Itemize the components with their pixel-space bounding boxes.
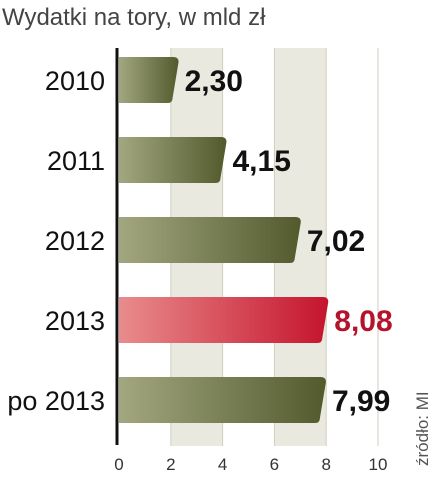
category-label: 2012 [45, 226, 105, 256]
x-tick-label: 4 [218, 455, 227, 474]
bar-po-2013 [119, 377, 326, 423]
bar-2012 [119, 217, 301, 263]
value-label: 7,02 [307, 225, 365, 258]
bars [119, 57, 329, 423]
x-tick-label: 8 [321, 455, 330, 474]
value-label: 8,08 [334, 305, 392, 338]
value-label: 7,99 [332, 385, 390, 418]
bar-2010 [119, 57, 179, 103]
value-label: 4,15 [232, 145, 290, 178]
source-note: źródło: MI [413, 391, 432, 466]
category-label: 2013 [45, 306, 105, 336]
category-label: 2010 [45, 66, 105, 96]
x-axis-ticks: 0 2 4 6 8 10 [114, 455, 387, 474]
value-labels: 2,30 4,15 7,02 8,08 7,99 [185, 65, 393, 418]
value-label: 2,30 [185, 65, 243, 98]
x-tick-label: 6 [270, 455, 279, 474]
x-tick-label: 0 [114, 455, 123, 474]
bar-2011 [119, 137, 227, 183]
x-tick-label: 2 [166, 455, 175, 474]
bar-2013 [119, 297, 329, 343]
category-label: po 2013 [7, 386, 105, 416]
chart-title: Wydatki na tory, w mld zł [2, 4, 266, 31]
category-labels: 2010 2011 2012 2013 po 2013 [7, 66, 105, 416]
category-label: 2011 [47, 146, 105, 176]
x-tick-label: 10 [369, 455, 388, 474]
